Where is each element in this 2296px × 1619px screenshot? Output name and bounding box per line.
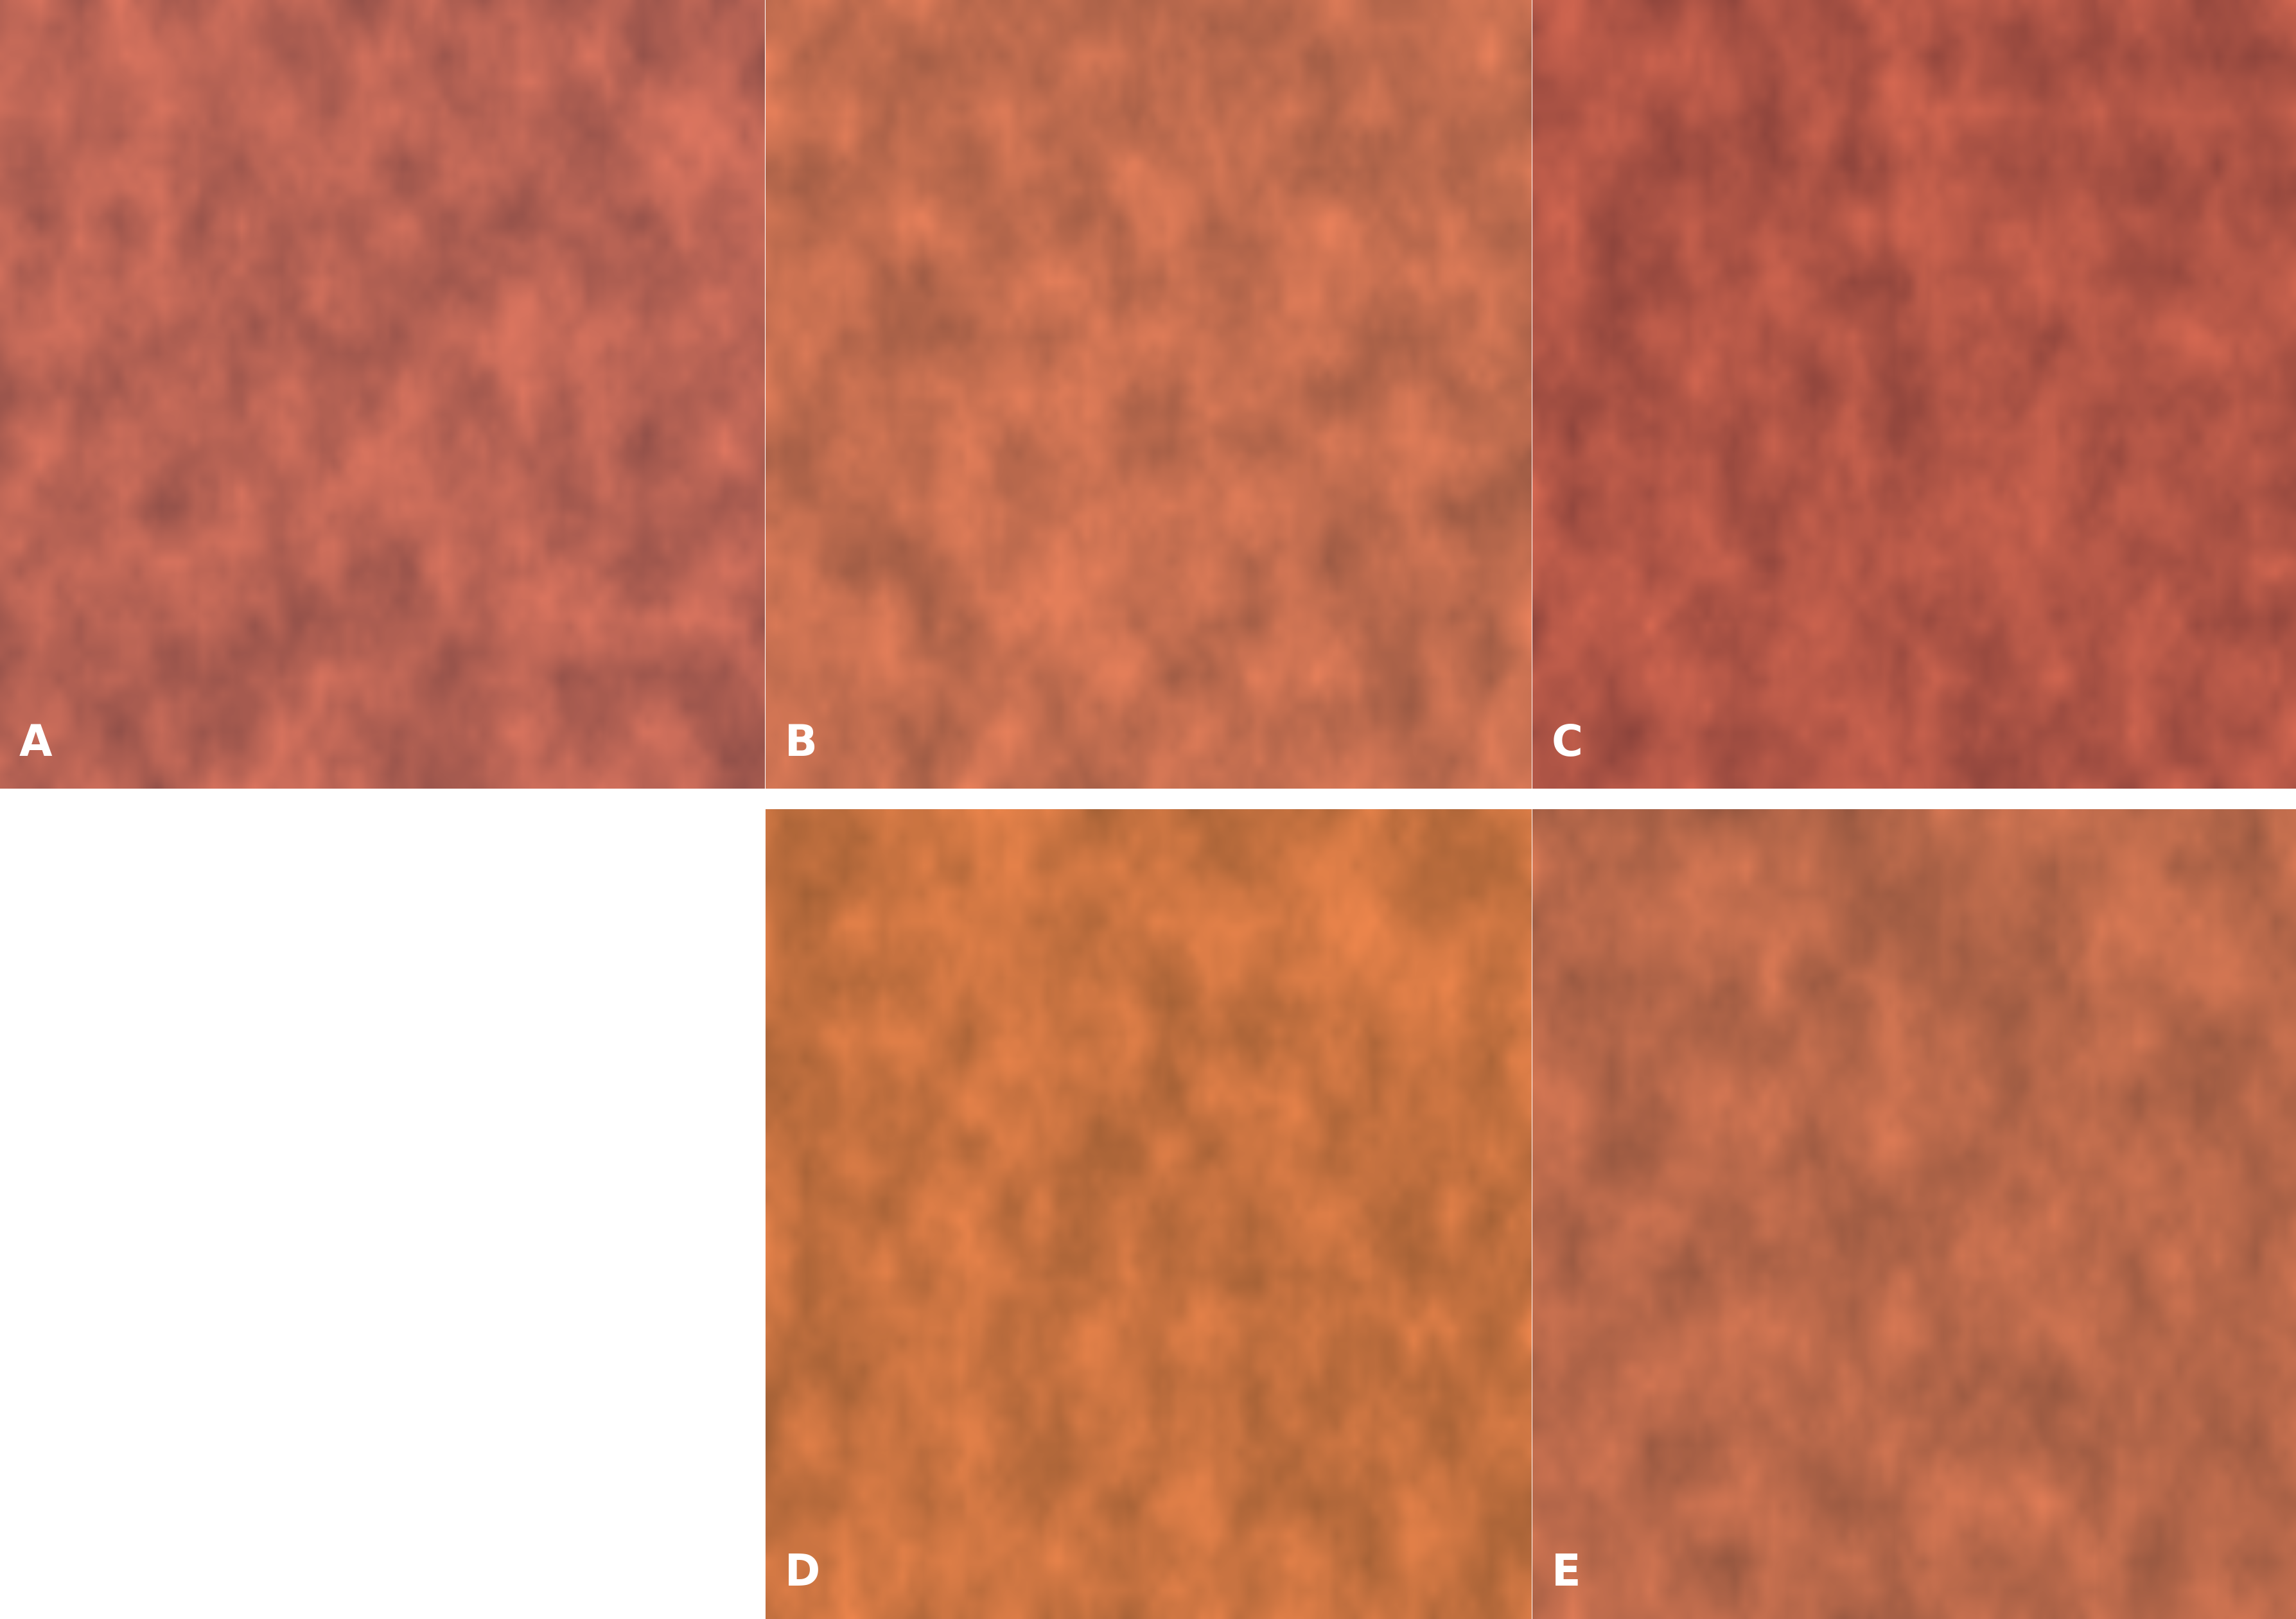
Text: B: B xyxy=(785,722,817,764)
Text: D: D xyxy=(785,1553,820,1595)
Text: C: C xyxy=(1552,722,1582,764)
Text: E: E xyxy=(1552,1553,1580,1595)
Text: A: A xyxy=(18,722,53,764)
